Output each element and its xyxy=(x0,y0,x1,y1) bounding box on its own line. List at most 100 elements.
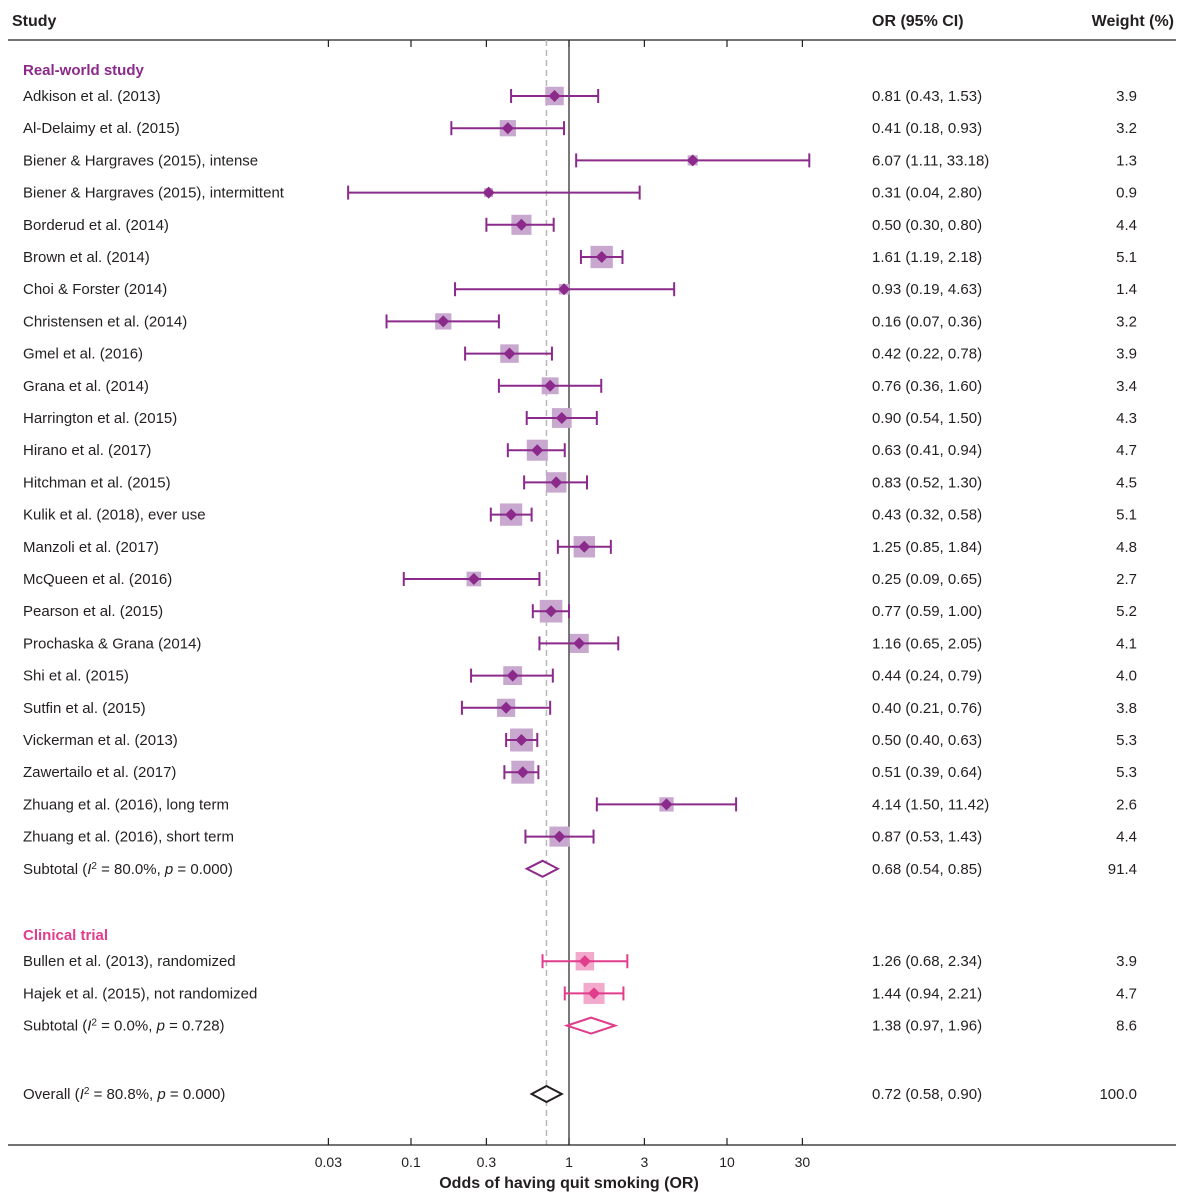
study-row: Choi & Forster (2014) 0.93 (0.19, 4.63) 1.… xyxy=(23,281,1137,298)
point-estimate xyxy=(515,218,528,231)
study-or-ci: 0.40 (0.21, 0.76) xyxy=(872,700,982,717)
study-row: Al-Delaimy et al. (2015) 0.41 (0.18, 0.93… xyxy=(23,120,1137,137)
study-or-ci: 0.16 (0.07, 0.36) xyxy=(872,313,982,330)
study-row: Harrington et al. (2015) 0.90 (0.54, 1.50… xyxy=(23,408,1137,428)
study-row: Bullen et al. (2013), randomized 1.26 (0.… xyxy=(23,951,1137,971)
study-weight: 3.9 xyxy=(1116,953,1137,970)
point-estimate xyxy=(555,412,568,424)
study-weight: 4.8 xyxy=(1116,539,1137,556)
study-label: Prochaska & Grana (2014) xyxy=(23,635,201,652)
study-label: Vickerman et al. (2013) xyxy=(23,732,178,749)
point-estimate xyxy=(595,251,608,263)
study-weight: 3.4 xyxy=(1116,378,1137,395)
point-estimate xyxy=(686,154,699,167)
study-label: Choi & Forster (2014) xyxy=(23,281,167,298)
point-estimate xyxy=(500,701,513,714)
point-estimate xyxy=(545,605,558,618)
study-row: Brown et al. (2014) 1.61 (1.19, 2.18) 5.1 xyxy=(23,245,1137,269)
study-weight: 5.3 xyxy=(1116,732,1137,749)
study-row: Manzoli et al. (2017) 1.25 (0.85, 1.84) 4.… xyxy=(23,536,1137,558)
study-row: Hirano et al. (2017) 0.63 (0.41, 0.94) 4.7 xyxy=(23,439,1137,461)
study-weight: 4.7 xyxy=(1116,442,1137,459)
point-estimate xyxy=(578,540,591,553)
study-or-ci: 0.93 (0.19, 4.63) xyxy=(872,281,982,298)
point-estimate xyxy=(531,444,544,457)
study-row: Biener & Hargraves (2015), intermittent 0… xyxy=(23,185,1137,202)
point-estimate xyxy=(573,637,586,650)
study-or-ci: 1.16 (0.65, 2.05) xyxy=(872,635,982,652)
study-weight: 3.9 xyxy=(1116,88,1137,105)
study-label: Al-Delaimy et al. (2015) xyxy=(23,120,180,137)
study-row: Hitchman et al. (2015) 0.83 (0.52, 1.30) 4… xyxy=(23,472,1137,493)
subtotal-label: Subtotal (I2 = 80.0%, p = 0.000) xyxy=(23,860,233,878)
study-row: Christensen et al. (2014) 0.16 (0.07, 0.3… xyxy=(23,313,1137,330)
study-weight: 4.3 xyxy=(1116,410,1137,427)
study-label: Kulik et al. (2018), ever use xyxy=(23,507,206,524)
point-estimate xyxy=(482,186,495,199)
study-label: Christensen et al. (2014) xyxy=(23,313,187,330)
study-or-ci: 0.31 (0.04, 2.80) xyxy=(872,185,982,202)
study-or-ci: 0.44 (0.24, 0.79) xyxy=(872,668,982,685)
subtotal-or-ci: 1.38 (0.97, 1.96) xyxy=(872,1018,982,1035)
study-weight: 3.9 xyxy=(1116,346,1137,363)
study-row: Gmel et al. (2016) 0.42 (0.22, 0.78) 3.9 xyxy=(23,344,1137,363)
study-or-ci: 6.07 (1.11, 33.18) xyxy=(872,152,989,169)
study-row: Sutfin et al. (2015) 0.40 (0.21, 0.76) 3.8 xyxy=(23,698,1137,717)
subtotal-weight: 8.6 xyxy=(1116,1018,1137,1035)
point-estimate xyxy=(505,508,518,521)
study-or-ci: 0.81 (0.43, 1.53) xyxy=(872,88,982,105)
point-estimate xyxy=(578,955,591,968)
study-label: Bullen et al. (2013), randomized xyxy=(23,953,236,970)
study-label: Borderud et al. (2014) xyxy=(23,217,169,234)
overall-weight: 100.0 xyxy=(1099,1086,1137,1103)
point-estimate xyxy=(501,122,514,135)
study-label: Brown et al. (2014) xyxy=(23,249,150,266)
study-label: Hajek et al. (2015), not randomized xyxy=(23,985,257,1002)
study-row: McQueen et al. (2016) 0.25 (0.09, 0.65) 2.… xyxy=(23,571,1137,588)
study-weight: 1.4 xyxy=(1116,281,1137,298)
study-weight: 5.1 xyxy=(1116,507,1137,524)
study-or-ci: 0.83 (0.52, 1.30) xyxy=(872,474,982,491)
point-estimate xyxy=(544,379,557,392)
study-weight: 4.0 xyxy=(1116,668,1137,685)
header-study: Study xyxy=(12,13,57,30)
point-estimate xyxy=(558,283,571,296)
study-rows: Real-world study Adkison et al. (2013) 0.8… xyxy=(23,62,1137,1104)
study-label: Grana et al. (2014) xyxy=(23,378,149,395)
point-estimate xyxy=(553,830,566,843)
study-weight: 4.4 xyxy=(1116,829,1137,846)
overall-label: Overall (I2 = 80.8%, p = 0.000) xyxy=(23,1086,225,1104)
point-estimate xyxy=(588,987,601,1000)
x-tick-label: 0.3 xyxy=(477,1154,497,1170)
point-estimate xyxy=(516,766,529,779)
study-label: McQueen et al. (2016) xyxy=(23,571,172,588)
study-label: Hitchman et al. (2015) xyxy=(23,474,171,491)
x-tick-label: 10 xyxy=(719,1154,735,1170)
study-weight: 3.2 xyxy=(1116,313,1137,330)
study-row: Grana et al. (2014) 0.76 (0.36, 1.60) 3.4 xyxy=(23,377,1137,395)
point-estimate xyxy=(550,476,563,489)
subtotal-label: Subtotal (I2 = 0.0%, p = 0.728) xyxy=(23,1017,225,1035)
study-or-ci: 1.44 (0.94, 2.21) xyxy=(872,985,982,1002)
study-or-ci: 0.51 (0.39, 0.64) xyxy=(872,764,982,781)
x-tick-label: 0.03 xyxy=(315,1154,342,1170)
header-weight: Weight (%) xyxy=(1092,13,1174,30)
study-label: Sutfin et al. (2015) xyxy=(23,700,146,717)
study-label: Shi et al. (2015) xyxy=(23,668,129,685)
study-row: Borderud et al. (2014) 0.50 (0.30, 0.80) 4… xyxy=(23,214,1137,235)
study-or-ci: 0.87 (0.53, 1.43) xyxy=(872,829,982,846)
reference-lines xyxy=(545,40,570,1145)
overall-row: Overall (I2 = 80.8%, p = 0.000) 0.72 (0.5… xyxy=(23,1084,1137,1104)
study-row: Shi et al. (2015) 0.44 (0.24, 0.79) 4.0 xyxy=(23,666,1137,685)
study-label: Zhuang et al. (2016), long term xyxy=(23,796,229,813)
study-or-ci: 0.76 (0.36, 1.60) xyxy=(872,378,982,395)
study-label: Biener & Hargraves (2015), intense xyxy=(23,152,258,169)
study-weight: 0.9 xyxy=(1116,185,1137,202)
study-weight: 3.8 xyxy=(1116,700,1137,717)
study-label: Manzoli et al. (2017) xyxy=(23,539,159,556)
study-row: Prochaska & Grana (2014) 1.16 (0.65, 2.05… xyxy=(23,633,1137,653)
study-label: Zhuang et al. (2016), short term xyxy=(23,829,234,846)
x-tick-label: 1 xyxy=(565,1154,573,1170)
group-heading: Real-world study xyxy=(23,62,145,79)
study-label: Gmel et al. (2016) xyxy=(23,346,143,363)
